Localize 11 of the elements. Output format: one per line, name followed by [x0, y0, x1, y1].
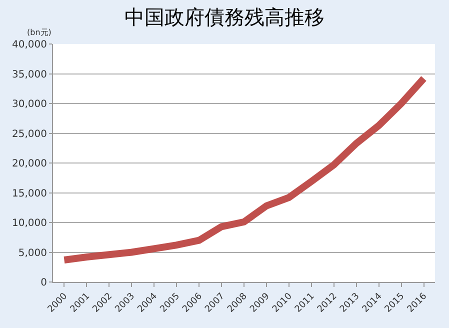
y-tick-label: 15,000 [12, 188, 47, 200]
y-tick-label: 25,000 [12, 128, 47, 140]
y-tick-label: 10,000 [12, 218, 47, 229]
y-tick-label: 20,000 [12, 158, 47, 170]
y-tick-label: 30,000 [12, 99, 47, 110]
y-tick-label: 0 [40, 278, 47, 288]
y-axis-title: (bn元) [27, 28, 52, 37]
y-tick-label: 40,000 [12, 40, 47, 50]
chart-title: 中国政府債務残高推移 [124, 4, 324, 29]
y-tick-label: 35,000 [12, 69, 47, 80]
y-tick-label: 5,000 [18, 248, 47, 259]
